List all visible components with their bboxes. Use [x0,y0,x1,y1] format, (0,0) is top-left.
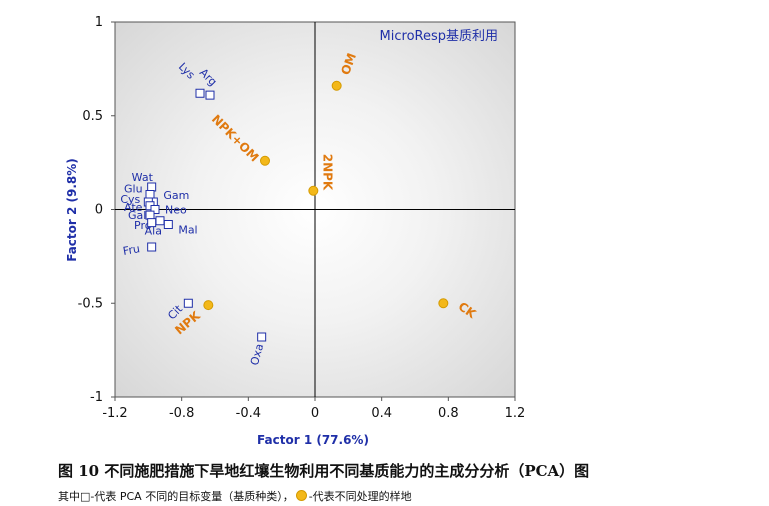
substrate-point-neo [150,205,160,214]
substrate-label-cys: Cys [120,193,140,206]
x-tick-label: 0.8 [438,406,459,421]
treatment-point-ck [438,298,449,309]
figure-note-text: 其中□-代表 PCA 不同的目标变量（基质种类）， [58,490,294,503]
x-axis-label: Factor 1 (77.6%) [257,433,369,447]
treatment-point-om [331,80,342,91]
substrate-point-lys [195,88,205,98]
substrate-label-fru: Fru [122,242,141,258]
substrate-label-oxa: Oxa [248,342,266,367]
substrate-point-cit [183,298,193,308]
x-tick-label: 0 [311,406,319,421]
pca-chart: -1.2 -0.8 -0.4 0 0.4 0.8 1.210.50-0.5-1 Lys Arg… [65,15,526,447]
substrate-label-glu: Glu [124,183,143,196]
x-tick-label: 1.2 [505,406,526,421]
substrate-label-mal: Mal [178,224,197,237]
figure-note: 其中□-代表 PCA 不同的目标变量（基质种类）， -代表不同处理的样地 [58,488,412,504]
substrate-label-ate: Ate [124,201,143,214]
substrate-label-neo: Neo [165,204,187,217]
x-tick-label: -0.8 [169,406,194,421]
y-tick-label: 0 [95,203,103,218]
substrate-point-wat [147,182,157,192]
treatment-legend-dot [295,490,307,501]
treatment-point-2npk [308,185,319,196]
chart-title: MicroResp基质利用 [380,29,498,44]
figure-note-text-2: -代表不同处理的样地 [308,490,412,503]
substrate-point-arg [205,90,215,100]
substrate-point-pro [155,216,165,226]
y-tick-label: 1 [95,15,103,30]
substrate-label-ala: Ala [145,225,162,238]
y-tick-label: -0.5 [78,296,103,311]
substrate-label-gal: Gal [128,209,146,222]
substrate-point-fru [147,242,157,252]
y-tick-label: 0.5 [82,109,103,124]
x-tick-label: 0.4 [371,406,392,421]
substrate-point-oxa [257,332,267,342]
y-axis-label: Factor 2 (9.8%) [65,158,79,262]
x-tick-label: -0.4 [236,406,261,421]
y-tick-label: -1 [90,390,103,405]
substrate-label-gam: Gam [163,189,189,202]
substrate-label-wat: Wat [132,171,154,184]
x-tick-label: -1.2 [102,406,127,421]
treatment-point-npk [203,300,214,311]
figure-caption: 图 10 不同施肥措施下旱地红壤生物利用不同基质能力的主成分分析（PCA）图 [58,462,590,480]
substrate-point-ala [147,218,157,228]
treatment-label-2npk: 2NPK [320,154,334,191]
treatment-point-npk-om [260,155,270,166]
substrate-point-glu [145,190,155,199]
substrate-point-mal [163,220,173,229]
